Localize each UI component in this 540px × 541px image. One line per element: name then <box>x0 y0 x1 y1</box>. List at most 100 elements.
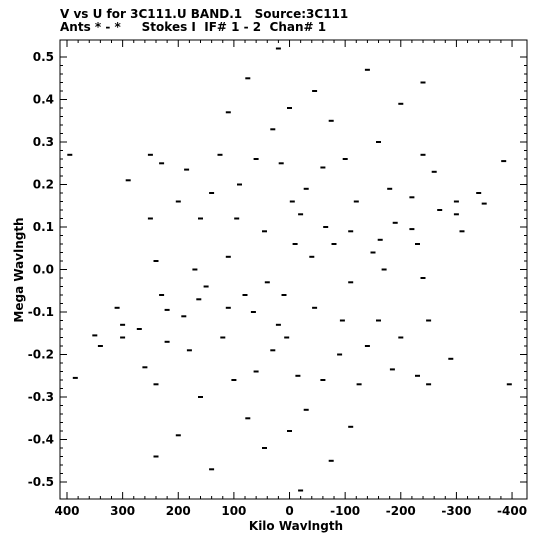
uv-point <box>125 179 131 182</box>
uv-point <box>198 217 203 220</box>
uv-point <box>331 243 337 245</box>
uv-point <box>217 153 223 156</box>
uv-point <box>328 119 334 122</box>
uv-point <box>381 268 387 271</box>
x-tick-label: 200 <box>166 504 191 518</box>
uv-point <box>275 323 281 326</box>
uv-point <box>453 213 459 216</box>
x-tick-label: -200 <box>386 504 416 518</box>
uv-point <box>348 281 354 284</box>
uv-point <box>303 187 309 190</box>
uv-point <box>275 47 281 50</box>
uv-point <box>415 374 420 377</box>
uv-point <box>245 77 251 80</box>
uv-point <box>164 308 170 311</box>
x-tick-label: -300 <box>441 504 471 518</box>
uv-point <box>295 374 301 377</box>
uv-point <box>387 187 393 190</box>
uv-point <box>220 336 226 339</box>
x-tick-label: 400 <box>54 504 79 518</box>
uv-point <box>353 200 359 203</box>
uv-point <box>120 336 126 339</box>
x-tick-label: 300 <box>110 504 135 518</box>
uv-point <box>337 353 343 356</box>
uv-point <box>287 430 292 432</box>
uv-point <box>398 102 404 105</box>
uv-point <box>234 217 240 220</box>
uv-point <box>389 368 395 371</box>
uv-point <box>153 383 159 386</box>
uv-point <box>298 489 304 492</box>
uv-point <box>250 311 256 313</box>
uv-point <box>270 349 276 352</box>
uv-point <box>426 383 432 386</box>
uv-point <box>242 294 248 296</box>
uv-point <box>420 153 426 156</box>
data-points <box>67 47 512 492</box>
uv-point <box>364 345 370 347</box>
x-axis-title: Kilo Wavlngth <box>249 519 343 533</box>
uv-point <box>339 319 345 322</box>
uv-point <box>376 141 381 143</box>
x-tick-label: 0 <box>285 504 293 518</box>
uv-point <box>392 221 398 224</box>
uv-point <box>398 336 404 339</box>
plot-border <box>59 39 528 500</box>
uv-point <box>153 260 159 262</box>
uv-point <box>278 162 284 165</box>
uv-point <box>292 243 298 245</box>
y-tick-label: -0.2 <box>28 348 54 362</box>
uv-point <box>431 170 437 173</box>
uv-point <box>264 281 270 284</box>
y-tick-label: 0.3 <box>33 135 54 149</box>
uv-point <box>175 200 181 203</box>
uv-point <box>312 306 318 309</box>
uv-point <box>209 468 215 471</box>
uv-point <box>114 306 120 309</box>
uv-point <box>376 319 381 322</box>
uv-point <box>136 328 142 330</box>
uv-point <box>184 168 190 171</box>
uv-point <box>198 396 203 398</box>
uv-point <box>348 230 354 233</box>
uv-point <box>289 200 295 203</box>
uv-point <box>270 128 276 131</box>
uv-point <box>409 196 415 199</box>
y-tick-label: 0.0 <box>33 263 54 277</box>
uv-point <box>72 376 78 379</box>
uv-point <box>453 200 459 203</box>
uv-point <box>298 213 304 216</box>
uv-point <box>342 158 348 160</box>
uv-point <box>181 315 187 318</box>
uv-point <box>328 459 334 462</box>
y-tick-label: 0.1 <box>33 220 54 234</box>
y-tick-label: -0.4 <box>28 433 54 447</box>
uv-point <box>142 366 148 369</box>
uv-point <box>506 383 512 386</box>
uv-point <box>348 425 354 428</box>
uv-point <box>231 379 237 381</box>
uv-point <box>420 277 426 279</box>
y-tick-label: -0.1 <box>28 305 54 319</box>
uv-point <box>356 383 362 386</box>
uv-point <box>262 230 267 233</box>
uv-point <box>209 192 215 194</box>
x-tick-label: -100 <box>330 504 360 518</box>
y-tick-label: 0.2 <box>33 178 54 192</box>
uv-point <box>164 340 170 343</box>
x-tick-label: 100 <box>221 504 246 518</box>
uv-point <box>147 153 153 156</box>
plot-frame <box>59 39 528 500</box>
uv-point <box>364 68 370 71</box>
uv-point <box>237 183 242 186</box>
uv-point <box>448 357 454 360</box>
uv-point <box>476 192 482 194</box>
uv-point <box>186 349 192 352</box>
uv-point <box>287 107 292 109</box>
uv-point <box>426 319 432 322</box>
uv-point <box>437 209 443 211</box>
uv-point <box>320 379 326 381</box>
uv-point <box>97 345 103 347</box>
uv-point <box>370 251 376 254</box>
uv-point <box>284 336 290 339</box>
